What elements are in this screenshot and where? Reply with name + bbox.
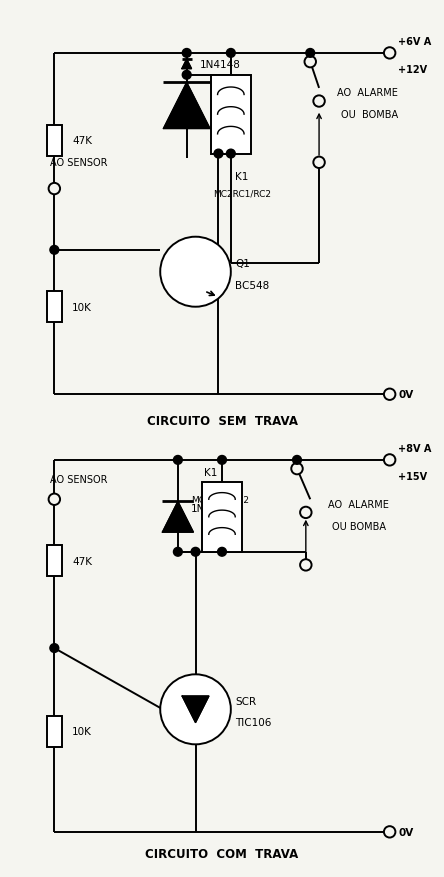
Text: +12V: +12V [398,65,428,75]
Circle shape [313,158,325,168]
Text: OU  BOMBA: OU BOMBA [341,110,398,120]
Text: 10K: 10K [72,726,92,737]
Polygon shape [182,696,209,723]
Circle shape [174,456,182,465]
Text: OU BOMBA: OU BOMBA [332,521,386,531]
Text: AO  ALARME: AO ALARME [337,89,397,98]
Text: K1: K1 [204,467,218,478]
Text: MC2RC1/RC2: MC2RC1/RC2 [213,189,271,198]
Text: TIC106: TIC106 [235,717,272,728]
Circle shape [226,150,235,159]
Bar [47,126,62,157]
Circle shape [174,548,182,557]
Polygon shape [163,502,194,532]
Circle shape [300,507,312,518]
Text: +6V A: +6V A [398,38,432,47]
Bar [47,716,62,746]
Circle shape [300,560,312,571]
Text: AO SENSOR: AO SENSOR [50,158,107,168]
Circle shape [48,183,60,195]
Circle shape [182,49,191,58]
Circle shape [160,674,231,745]
Polygon shape [182,60,191,69]
Text: AO SENSOR: AO SENSOR [50,474,107,484]
Circle shape [384,454,396,466]
Bar [202,482,242,553]
Circle shape [384,389,396,401]
Text: 10K: 10K [72,303,92,312]
Circle shape [191,548,200,557]
Text: +15V: +15V [398,471,428,481]
Circle shape [306,49,315,58]
Bar [47,545,62,576]
Circle shape [214,150,223,159]
Polygon shape [163,83,210,130]
Text: K1: K1 [235,172,249,182]
Text: 47K: 47K [72,136,92,146]
Circle shape [384,48,396,60]
Circle shape [226,49,235,58]
Text: BC548: BC548 [235,281,270,290]
Circle shape [291,463,303,474]
Circle shape [218,548,226,557]
Text: +8V A: +8V A [398,444,432,453]
Text: CIRCUITO  COM  TRAVA: CIRCUITO COM TRAVA [145,847,299,860]
Circle shape [293,456,301,465]
Bar [47,292,62,323]
Text: MC2RC1/RC2: MC2RC1/RC2 [191,496,249,504]
Text: SCR: SCR [235,695,256,706]
Circle shape [218,456,226,465]
Text: 1N4148: 1N4148 [191,503,232,513]
Text: CIRCUITO  SEM  TRAVA: CIRCUITO SEM TRAVA [147,415,297,427]
Text: Q1: Q1 [235,259,250,268]
Circle shape [48,494,60,505]
Text: 0V: 0V [398,389,414,400]
Text: 0V: 0V [398,827,414,837]
Circle shape [384,826,396,838]
Circle shape [50,246,59,255]
Circle shape [50,644,59,652]
Circle shape [182,71,191,80]
Circle shape [160,238,231,307]
Text: 47K: 47K [72,556,92,566]
Text: AO  ALARME: AO ALARME [328,499,389,509]
Circle shape [305,57,316,68]
Bar [211,75,251,154]
Circle shape [313,96,325,108]
Text: 1N4148: 1N4148 [200,60,241,70]
